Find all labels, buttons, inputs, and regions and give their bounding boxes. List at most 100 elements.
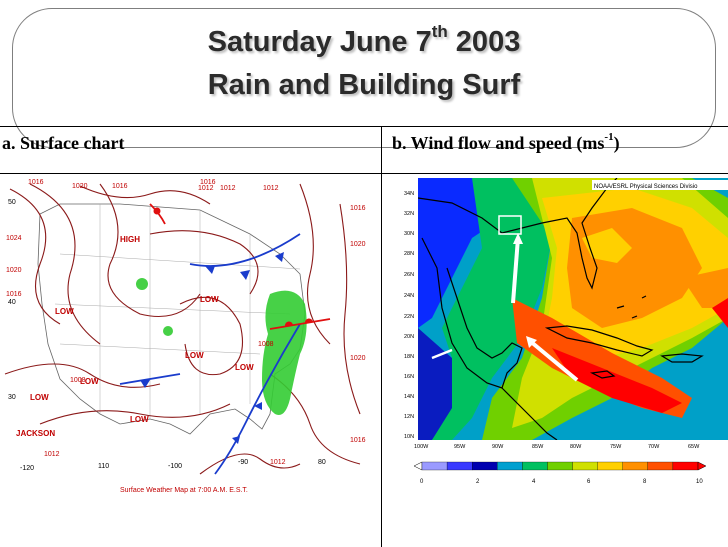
colorbar-swatch bbox=[597, 461, 623, 471]
flow-arrows bbox=[431, 233, 579, 382]
isobar-label: 1020 bbox=[72, 183, 88, 190]
lat-label: 12N bbox=[404, 414, 414, 420]
wind-speed-map: NOAA/ESRL Physical Sciences Divisio 34N … bbox=[404, 178, 728, 485]
isobar-label: 1012 bbox=[270, 459, 286, 466]
colorbar-swatch bbox=[421, 461, 448, 471]
isobar-label: 1012 bbox=[263, 185, 279, 192]
lat-label: 16N bbox=[404, 374, 414, 380]
colorbar-swatch bbox=[522, 461, 548, 471]
lon-label: 70W bbox=[648, 444, 660, 450]
lon-label: 75W bbox=[610, 444, 622, 450]
surface-chart: HIGH LOW LOW LOW LOW LOW LOW LOW JACKSON… bbox=[0, 174, 380, 504]
colorbar-tick: 10 bbox=[696, 479, 703, 485]
lon-label: 85W bbox=[532, 444, 544, 450]
colorbar-tick: 6 bbox=[587, 479, 591, 485]
lat-label: 14N bbox=[404, 394, 414, 400]
isobar-label: 1020 bbox=[350, 241, 366, 248]
cold-front-barbs bbox=[140, 252, 284, 444]
isobar-label: 1016 bbox=[350, 205, 366, 212]
isobar-label: 1020 bbox=[6, 267, 22, 274]
lat-label: 50 bbox=[8, 199, 16, 206]
rain-areas bbox=[136, 278, 307, 415]
colorbar-swatch bbox=[647, 461, 674, 471]
isobar-label: 1016 bbox=[28, 179, 44, 186]
table-divider-vertical bbox=[381, 127, 382, 547]
colorbar-swatch bbox=[672, 461, 699, 471]
isobar-label: 1008 bbox=[70, 377, 86, 384]
colorbar-end-low bbox=[413, 461, 423, 471]
lat-label: 20N bbox=[404, 334, 414, 340]
colorbar-swatch bbox=[572, 461, 598, 471]
lat-label: 40 bbox=[8, 299, 16, 306]
table-divider-horizontal bbox=[0, 173, 728, 174]
lat-label: 10N bbox=[404, 434, 414, 440]
colorbar-swatch bbox=[622, 461, 648, 471]
slide-subtitle: Rain and Building Surf bbox=[207, 69, 521, 101]
lon-label: 95W bbox=[454, 444, 466, 450]
high-label: HIGH bbox=[120, 235, 140, 244]
colorbar-tick: 8 bbox=[643, 479, 647, 485]
lon-label: 100W bbox=[414, 444, 429, 450]
isobar-label: 1012 bbox=[220, 185, 236, 192]
lat-label: 18N bbox=[404, 354, 414, 360]
us-outline bbox=[37, 203, 306, 435]
colorbar bbox=[413, 461, 707, 471]
highlight-box bbox=[498, 215, 522, 235]
colorbar-tick: 4 bbox=[532, 479, 536, 485]
surface-chart-caption: Surface Weather Map at 7:00 A.M. E.S.T. bbox=[120, 487, 248, 494]
colorbar-swatch bbox=[446, 461, 473, 471]
low-label-3: LOW bbox=[185, 351, 204, 360]
isobar-label: 1016 bbox=[350, 437, 366, 444]
lon-label: -90 bbox=[238, 459, 248, 466]
colorbar-end-high bbox=[697, 461, 707, 471]
lat-label: 28N bbox=[404, 251, 414, 257]
slide-title: Saturday June 7th 2003 bbox=[207, 22, 521, 58]
state-lines bbox=[54, 204, 301, 419]
lon-label: -100 bbox=[168, 463, 182, 470]
lat-axis: 34N 32N 30N 28N 26N 24N 22N 20N 18N 16N … bbox=[404, 191, 414, 440]
low-label-7: LOW bbox=[30, 393, 49, 402]
isobar-label: 1012 bbox=[44, 451, 60, 458]
low-label-6: LOW bbox=[130, 415, 149, 424]
isobar-label: 1016 bbox=[112, 183, 128, 190]
lon-label: 65W bbox=[688, 444, 700, 450]
isobar-label: 1008 bbox=[258, 341, 274, 348]
wind-speed-contours bbox=[418, 178, 728, 440]
lon-label: 110 bbox=[98, 463, 109, 470]
panel-b-label: b. Wind flow and speed (ms-1) bbox=[392, 131, 620, 153]
low-label-1: LOW bbox=[55, 307, 74, 316]
panel-table: a. Surface chart b. Wind flow and speed … bbox=[0, 126, 728, 547]
low-label-4: LOW bbox=[80, 377, 99, 386]
low-label-2: LOW bbox=[200, 295, 219, 304]
credit-text: NOAA/ESRL Physical Sciences Divisio bbox=[594, 184, 698, 190]
credit-background bbox=[592, 180, 728, 190]
lat-label: 30N bbox=[404, 231, 414, 237]
colorbar-swatch bbox=[497, 461, 523, 471]
low-label-5: LOW bbox=[235, 363, 254, 372]
isobar-label: 1016 bbox=[6, 291, 22, 298]
lon-axis: 100W 95W 90W 85W 80W 75W 70W 65W bbox=[414, 444, 700, 450]
surface-chart-background bbox=[0, 174, 380, 504]
city-label: JACKSON bbox=[16, 429, 55, 438]
isobar-label: 1012 bbox=[198, 185, 214, 192]
colorbar-tick: 2 bbox=[476, 479, 480, 485]
title-frame bbox=[12, 8, 716, 148]
lat-label: 34N bbox=[404, 191, 414, 197]
lon-label: 90W bbox=[492, 444, 504, 450]
colorbar-ticks: 0 2 4 6 8 10 bbox=[420, 479, 703, 485]
lat-label: 24N bbox=[404, 293, 414, 299]
lat-label: 30 bbox=[8, 394, 16, 401]
colorbar-swatch bbox=[547, 461, 573, 471]
lon-label: 80W bbox=[570, 444, 582, 450]
lat-label: 22N bbox=[404, 314, 414, 320]
lon-label: 80 bbox=[318, 459, 326, 466]
lat-label: 26N bbox=[404, 272, 414, 278]
isobar-label: 1016 bbox=[200, 179, 216, 186]
colorbar-tick: 0 bbox=[420, 479, 424, 485]
panel-a-label: a. Surface chart bbox=[2, 133, 125, 153]
cold-fronts bbox=[119, 233, 301, 475]
warm-front-bumps bbox=[153, 207, 313, 326]
colorbar-swatch bbox=[472, 461, 498, 471]
isobar-label: 1024 bbox=[6, 235, 22, 242]
lon-label: -120 bbox=[20, 465, 34, 472]
